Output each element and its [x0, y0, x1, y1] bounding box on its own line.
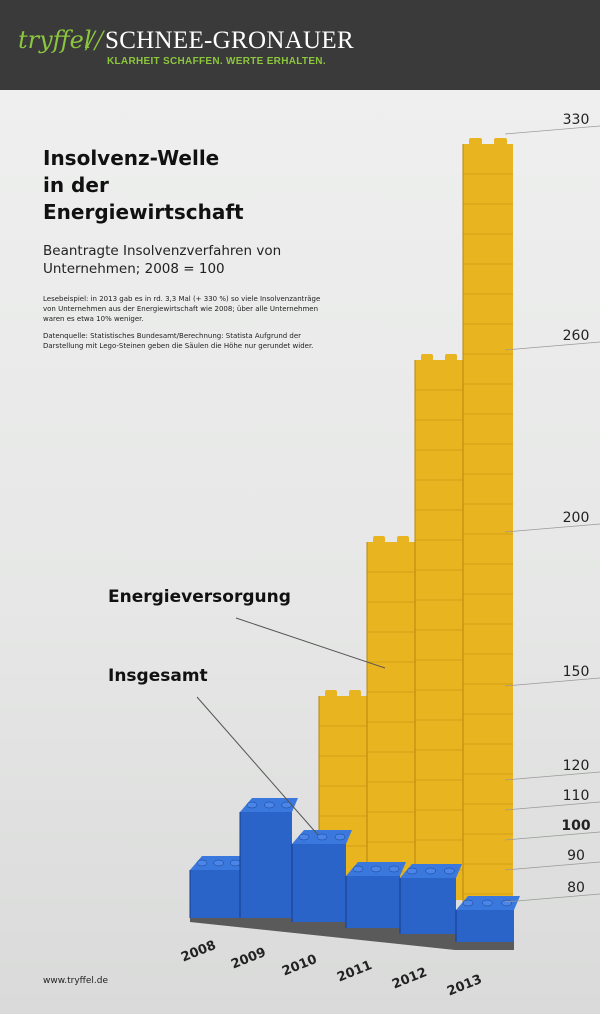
- x-tick-label: 2009: [229, 945, 268, 972]
- bar-insgesamt: [292, 844, 346, 922]
- tick-leader-line: [504, 677, 600, 687]
- brand-logo-text[interactable]: tryffel: [18, 26, 92, 54]
- tick-leader-line: [504, 771, 600, 781]
- bar-insgesamt: [456, 910, 514, 942]
- lego-stud: [501, 899, 512, 907]
- tick-leader-line: [504, 861, 600, 871]
- y-tick-label: 110: [563, 788, 590, 804]
- reading-example-note: Lesebeispiel: in 2013 gab es in rd. 3,3 …: [43, 295, 321, 323]
- tick-leader-line: [504, 341, 600, 351]
- data-source-note: Datenquelle: Statistisches Bundesamt/Ber…: [43, 332, 314, 350]
- lego-stud: [397, 536, 409, 543]
- lego-stud: [334, 833, 346, 841]
- title-line: in der: [43, 173, 109, 197]
- title-line: Energiewirtschaft: [43, 200, 244, 224]
- lego-stud: [482, 899, 493, 907]
- header-bar: tryffel // SCHNEE-GRONAUER KLARHEIT SCHA…: [0, 0, 600, 90]
- title-line: Insolvenz-Welle: [43, 146, 220, 170]
- base-plate: [190, 910, 514, 950]
- lego-stud: [264, 801, 275, 809]
- lego-stud: [352, 865, 364, 873]
- lego-stud: [421, 354, 433, 361]
- brand-slash: //: [86, 24, 103, 57]
- bar-insgesamt: [240, 812, 292, 918]
- lego-stud: [196, 859, 208, 867]
- tick-leader-line: [504, 831, 600, 841]
- footer-url[interactable]: www.tryffel.de: [43, 976, 109, 986]
- tick-leader-line: [504, 523, 600, 533]
- y-tick-label: 80: [567, 880, 585, 896]
- subtitle: Beantragte Insolvenzverfahren von Untern…: [43, 243, 282, 277]
- brand-tagline: KLARHEIT SCHAFFEN. WERTE ERHALTEN.: [107, 56, 326, 67]
- page-title: Insolvenz-Welle in der Energiewirtschaft: [43, 145, 343, 226]
- lego-stud: [445, 354, 457, 361]
- lego-stud: [316, 833, 328, 841]
- lego-stud: [462, 899, 474, 907]
- lego-stud: [298, 833, 310, 841]
- lego-stud: [494, 138, 507, 145]
- y-tick-label: 100: [561, 818, 590, 834]
- x-tick-label: 2010: [280, 952, 319, 979]
- lego-stud: [444, 867, 455, 875]
- lego-stud: [230, 859, 241, 867]
- y-tick-label: 150: [563, 664, 590, 680]
- annotation-leader-line: [235, 617, 386, 669]
- x-tick-label: 2011: [335, 958, 374, 985]
- series-label-energieversorgung: Energieversorgung: [108, 587, 291, 607]
- lego-stud: [425, 867, 436, 875]
- lego-stud: [373, 536, 385, 543]
- y-tick-label: 260: [563, 328, 590, 344]
- lego-stud: [213, 859, 224, 867]
- bar-energieversorgung: [367, 542, 415, 890]
- series-label-insgesamt: Insgesamt: [108, 666, 208, 686]
- y-tick-label: 120: [563, 758, 590, 774]
- tick-leader-line: [504, 801, 600, 811]
- x-tick-label: 2013: [445, 972, 484, 999]
- y-tick-label: 330: [563, 112, 590, 128]
- x-tick-label: 2008: [179, 938, 218, 965]
- lego-stud: [469, 138, 482, 145]
- brand-company-name: SCHNEE-GRONAUER: [105, 27, 354, 54]
- y-tick-label: 200: [563, 510, 590, 526]
- lego-stud: [406, 867, 418, 875]
- lego-stud: [246, 801, 258, 809]
- tick-leader-line: [504, 893, 600, 903]
- lego-stud: [349, 690, 361, 697]
- lego-stud: [370, 865, 382, 873]
- y-tick-label: 90: [567, 848, 585, 864]
- bar-insgesamt: [190, 870, 240, 918]
- lego-stud: [325, 690, 337, 697]
- bar-insgesamt: [400, 878, 456, 934]
- bar-insgesamt: [346, 876, 400, 928]
- lego-stud: [388, 865, 400, 873]
- bar-energieversorgung: [463, 144, 513, 910]
- tick-leader-line: [504, 125, 600, 135]
- annotation-leader-line: [196, 696, 319, 836]
- x-tick-label: 2012: [390, 965, 429, 992]
